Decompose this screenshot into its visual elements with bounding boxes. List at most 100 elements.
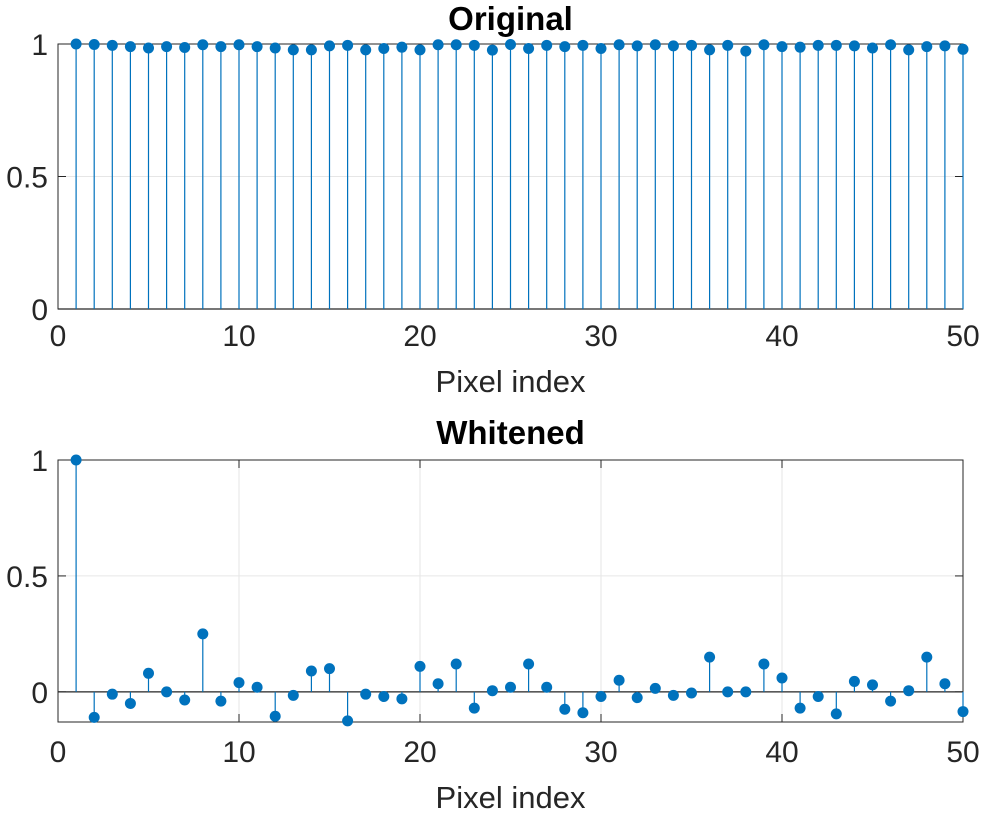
stem-marker <box>776 41 788 53</box>
x-axis-label: Pixel index <box>436 780 586 813</box>
stem-marker <box>649 39 661 51</box>
stem-marker <box>414 44 426 56</box>
stem-marker <box>287 689 299 701</box>
x-tick-label: 50 <box>946 736 979 769</box>
stem-marker <box>939 40 951 52</box>
stem-marker <box>794 41 806 53</box>
plot-original: 0 10 20 30 40 50 0 0.5 1 Original Pixel index <box>6 0 979 399</box>
y-tick-label: 1 <box>31 445 48 478</box>
stem-marker <box>903 44 915 56</box>
stem-marker <box>450 658 462 670</box>
stem-marker <box>631 40 643 52</box>
stem-marker <box>523 658 535 670</box>
stem-marker <box>143 42 154 54</box>
stem-marker <box>848 675 860 687</box>
stem-marker <box>541 39 553 51</box>
stem-marker <box>957 43 969 55</box>
stem-marker <box>486 44 498 56</box>
stem-marker <box>468 702 480 714</box>
stem-marker <box>595 690 607 702</box>
stem-marker <box>360 44 372 56</box>
x-tick-label: 0 <box>50 320 67 353</box>
stem-marker <box>758 39 770 51</box>
stem-marker <box>667 689 679 701</box>
stem-marker <box>378 690 390 702</box>
x-tick-label: 20 <box>403 736 436 769</box>
x-axis-label: Pixel index <box>436 364 586 399</box>
stem-marker <box>468 39 480 51</box>
stem-marker <box>577 707 589 719</box>
stem-marker <box>595 43 607 55</box>
stem-marker <box>523 43 535 55</box>
stem-marker <box>432 39 444 51</box>
stem-marker <box>885 695 897 707</box>
stem-marker <box>505 39 516 51</box>
stem-marker <box>830 39 842 51</box>
stem-marker <box>414 660 426 672</box>
chart-title: Whitened <box>436 414 584 451</box>
stem-marker <box>505 681 516 693</box>
stem-marker <box>124 41 136 53</box>
stem-marker <box>342 715 354 727</box>
stem-marker <box>324 663 335 675</box>
stem-marker <box>215 695 227 707</box>
axes-frame <box>57 459 964 723</box>
stem-marker <box>812 690 824 702</box>
stem-marker <box>88 711 100 723</box>
stem-marker <box>867 42 878 54</box>
stem-marker <box>794 702 806 714</box>
stem-marker <box>559 41 571 53</box>
stem-marker <box>541 681 553 693</box>
stem-marker <box>179 41 191 53</box>
stem-marker <box>432 678 444 690</box>
x-tick-label: 0 <box>50 736 67 769</box>
stem-marker <box>559 703 571 715</box>
stem-marker <box>704 44 716 56</box>
stem-marker <box>722 686 734 698</box>
x-tick-label: 20 <box>403 320 436 353</box>
plot-whitened: 0 10 20 30 40 50 0 0.5 1 Whitened Pixel index <box>6 414 979 813</box>
stem-marker <box>378 43 390 55</box>
stem-marker <box>233 677 245 689</box>
stem-marker <box>704 651 716 663</box>
x-tick-label: 10 <box>222 320 255 353</box>
stem-marker <box>903 685 915 697</box>
stem-marker <box>758 658 770 670</box>
stem-marker <box>613 39 625 51</box>
y-tick-label: 0.5 <box>6 162 48 195</box>
stem-marker <box>848 40 860 52</box>
stem-marker <box>830 708 842 720</box>
stem-marker <box>143 667 154 679</box>
stem-marker <box>305 44 317 56</box>
stem-marker <box>921 41 933 53</box>
x-tick-label: 40 <box>765 320 798 353</box>
x-tick-label: 30 <box>584 736 617 769</box>
stem-marker <box>957 706 969 718</box>
y-tick-label: 1 <box>31 29 48 62</box>
stem-marker <box>740 686 752 698</box>
stem-marker <box>106 688 118 700</box>
stem-marker <box>486 685 498 697</box>
stem-marker <box>70 454 82 466</box>
stem-marker <box>70 38 82 50</box>
stem-marker <box>396 41 408 53</box>
stem-marker <box>269 42 281 54</box>
stem-marker <box>269 710 281 722</box>
y-tick-label: 0.5 <box>6 561 48 594</box>
stem-marker <box>885 39 897 51</box>
y-tick-label: 0 <box>31 677 48 710</box>
stem-marker <box>776 672 788 684</box>
stem-marker <box>324 40 335 52</box>
stem-marker <box>939 678 951 690</box>
stem-marker <box>631 692 643 704</box>
axes-background <box>57 459 964 723</box>
stem-marker <box>215 41 227 53</box>
y-tick-label: 0 <box>31 294 48 327</box>
stem-marker <box>342 39 354 51</box>
stem-marker <box>179 694 191 706</box>
stem-marker <box>740 45 752 57</box>
stem-marker <box>867 679 878 691</box>
stem-marker <box>305 665 317 677</box>
stem-marker <box>233 39 245 51</box>
